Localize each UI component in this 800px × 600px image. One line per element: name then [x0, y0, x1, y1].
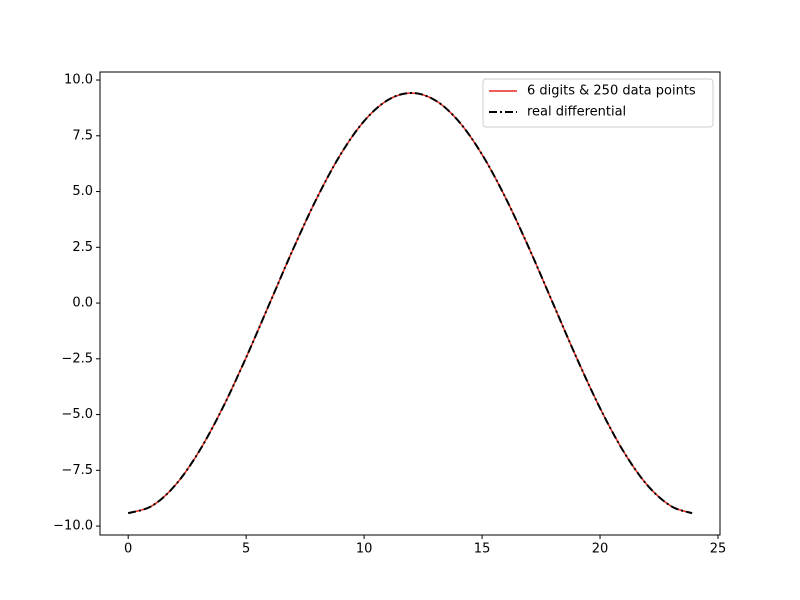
legend-box [482, 78, 714, 128]
y-tick-label: 0.0 [72, 296, 93, 311]
y-tick-label: −5.0 [61, 407, 93, 422]
x-tick-label: 0 [124, 542, 132, 557]
x-tick-label: 20 [592, 542, 609, 557]
y-tick-label: −2.5 [61, 351, 93, 366]
x-tick-label: 25 [710, 542, 727, 557]
y-tick-label: −10.0 [53, 519, 93, 534]
legend-label: 6 digits & 250 data points [527, 84, 696, 99]
y-tick-label: 7.5 [72, 128, 93, 143]
legend-label: real differential [527, 105, 626, 120]
x-tick-label: 15 [474, 542, 491, 557]
line [127, 92, 693, 514]
axes-frame [99, 71, 721, 536]
y-tick-label: −7.5 [61, 463, 93, 478]
y-tick-label: 2.5 [72, 240, 93, 255]
x-tick-label: 5 [242, 542, 250, 557]
x-tick-label: 10 [356, 542, 373, 557]
y-tick-label: 5.0 [72, 184, 93, 199]
y-tick-label: 10.0 [64, 73, 93, 88]
line [127, 91, 693, 515]
